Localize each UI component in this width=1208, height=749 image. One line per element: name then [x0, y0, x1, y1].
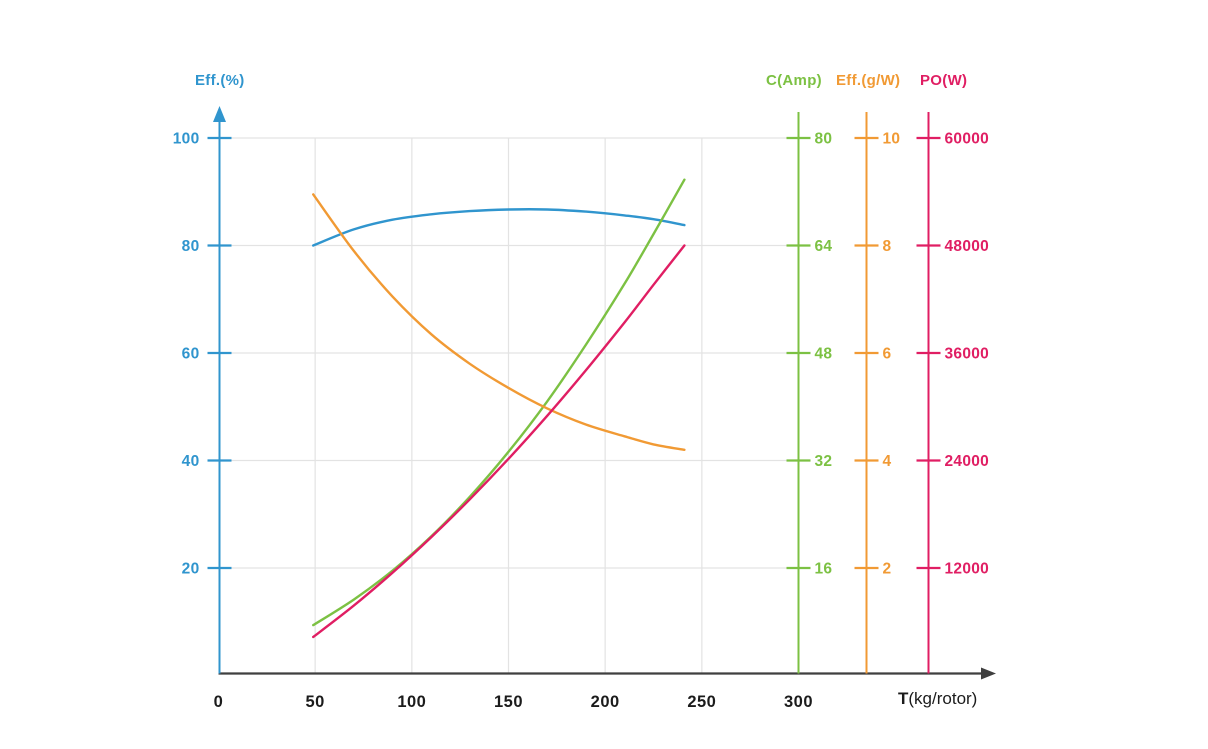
- tick-label-c_amp: 48: [815, 346, 833, 363]
- tick-label-eff_gw: 4: [883, 453, 892, 470]
- x-tick-label: 200: [591, 693, 620, 711]
- x-tick-label: 0: [214, 693, 224, 711]
- x-axis-title: T(kg/rotor): [898, 689, 977, 709]
- series-eff_gw-line: [312, 193, 686, 451]
- tick-label-eff_pct: 80: [182, 238, 200, 255]
- x-axis-title-unit: (kg/rotor): [908, 689, 978, 708]
- series-po_w-line: [312, 244, 686, 639]
- tick-label-eff_pct: 20: [182, 561, 200, 578]
- tick-label-eff_gw: 8: [883, 238, 892, 255]
- tick-label-c_amp: 80: [815, 131, 833, 148]
- series-eff_pct-line: [312, 208, 686, 247]
- tick-label-po_w: 60000: [945, 131, 990, 148]
- series-c_amp-line: [312, 178, 686, 627]
- x-tick-label: 150: [494, 693, 523, 711]
- tick-label-c_amp: 64: [815, 238, 833, 255]
- axis-title-eff-pct: Eff.(%): [195, 72, 245, 89]
- x-tick-label: 250: [687, 693, 716, 711]
- x-tick-label: 50: [305, 693, 324, 711]
- tick-label-po_w: 24000: [945, 453, 990, 470]
- tick-label-po_w: 36000: [945, 346, 990, 363]
- tick-label-po_w: 48000: [945, 238, 990, 255]
- tick-label-po_w: 12000: [945, 561, 990, 578]
- tick-label-eff_gw: 10: [883, 131, 901, 148]
- axis-title-c-amp: C(Amp): [766, 72, 822, 89]
- axis-title-po-w: PO(W): [920, 72, 968, 89]
- tick-label-eff_gw: 6: [883, 346, 892, 363]
- x-tick-label: 300: [784, 693, 813, 711]
- y-axis-arrow: [213, 106, 226, 122]
- tick-label-c_amp: 32: [815, 453, 833, 470]
- axis-title-eff-gw: Eff.(g/W): [836, 72, 901, 89]
- x-tick-label: 100: [397, 693, 426, 711]
- tick-label-eff_pct: 40: [182, 453, 200, 470]
- x-axis-title-symbol: T: [898, 689, 909, 708]
- x-axis-arrow: [981, 667, 996, 680]
- tick-label-eff_pct: 100: [173, 131, 200, 148]
- tick-label-eff_pct: 60: [182, 346, 200, 363]
- tick-label-c_amp: 16: [815, 561, 833, 578]
- tick-label-eff_gw: 2: [883, 561, 892, 578]
